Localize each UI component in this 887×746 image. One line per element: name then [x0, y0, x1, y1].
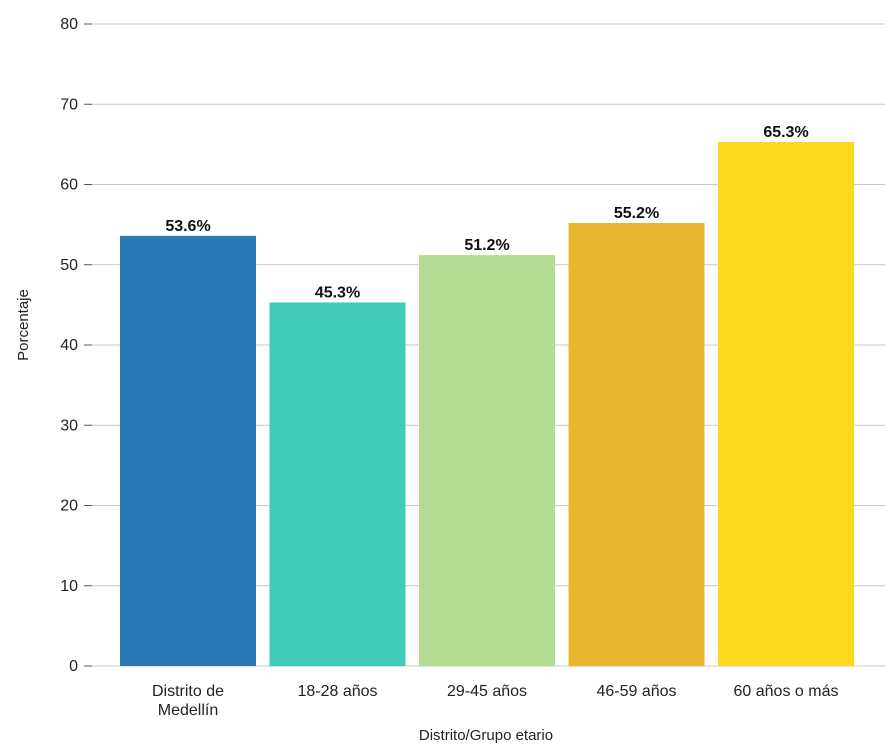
y-axis-title: Porcentaje — [15, 289, 32, 361]
y-tick-label: 60 — [60, 177, 78, 194]
bar-value-label: 53.6% — [165, 218, 210, 235]
y-tick-label: 80 — [60, 16, 78, 33]
bars — [120, 141, 854, 667]
x-category-label: Distrito de — [152, 683, 224, 700]
x-category-label: 18-28 años — [297, 683, 377, 700]
x-category-label: 60 años o más — [734, 683, 839, 700]
bar — [568, 223, 705, 666]
bar — [120, 235, 256, 667]
bar-value-label: 51.2% — [464, 237, 509, 254]
y-tick-label: 70 — [60, 96, 78, 113]
x-category-label: Medellín — [158, 702, 218, 719]
y-tick-label: 20 — [60, 498, 78, 515]
y-tick-label: 0 — [69, 658, 78, 675]
value-labels: 53.6% 45.3% 51.2% 55.2% 65.3% — [165, 124, 808, 302]
bar — [718, 141, 854, 666]
x-category-label: 29-45 años — [447, 683, 527, 700]
y-tick-label: 30 — [60, 417, 78, 434]
y-axis-ticks: 0 10 20 30 40 50 60 70 80 — [60, 16, 92, 675]
y-tick-label: 10 — [60, 578, 78, 595]
bar-value-label: 45.3% — [315, 284, 360, 301]
x-axis-category-labels: Distrito de Medellín 18-28 años 29-45 años 4… — [152, 683, 838, 719]
bar-value-label: 55.2% — [614, 205, 659, 222]
y-tick-label: 40 — [60, 337, 78, 354]
bar-value-label: 65.3% — [763, 124, 808, 141]
x-category-label: 46-59 años — [596, 683, 676, 700]
bar — [419, 255, 555, 666]
bar — [269, 302, 406, 666]
y-tick-label: 50 — [60, 257, 78, 274]
x-axis-title: Distrito/Grupo etario — [419, 727, 553, 744]
